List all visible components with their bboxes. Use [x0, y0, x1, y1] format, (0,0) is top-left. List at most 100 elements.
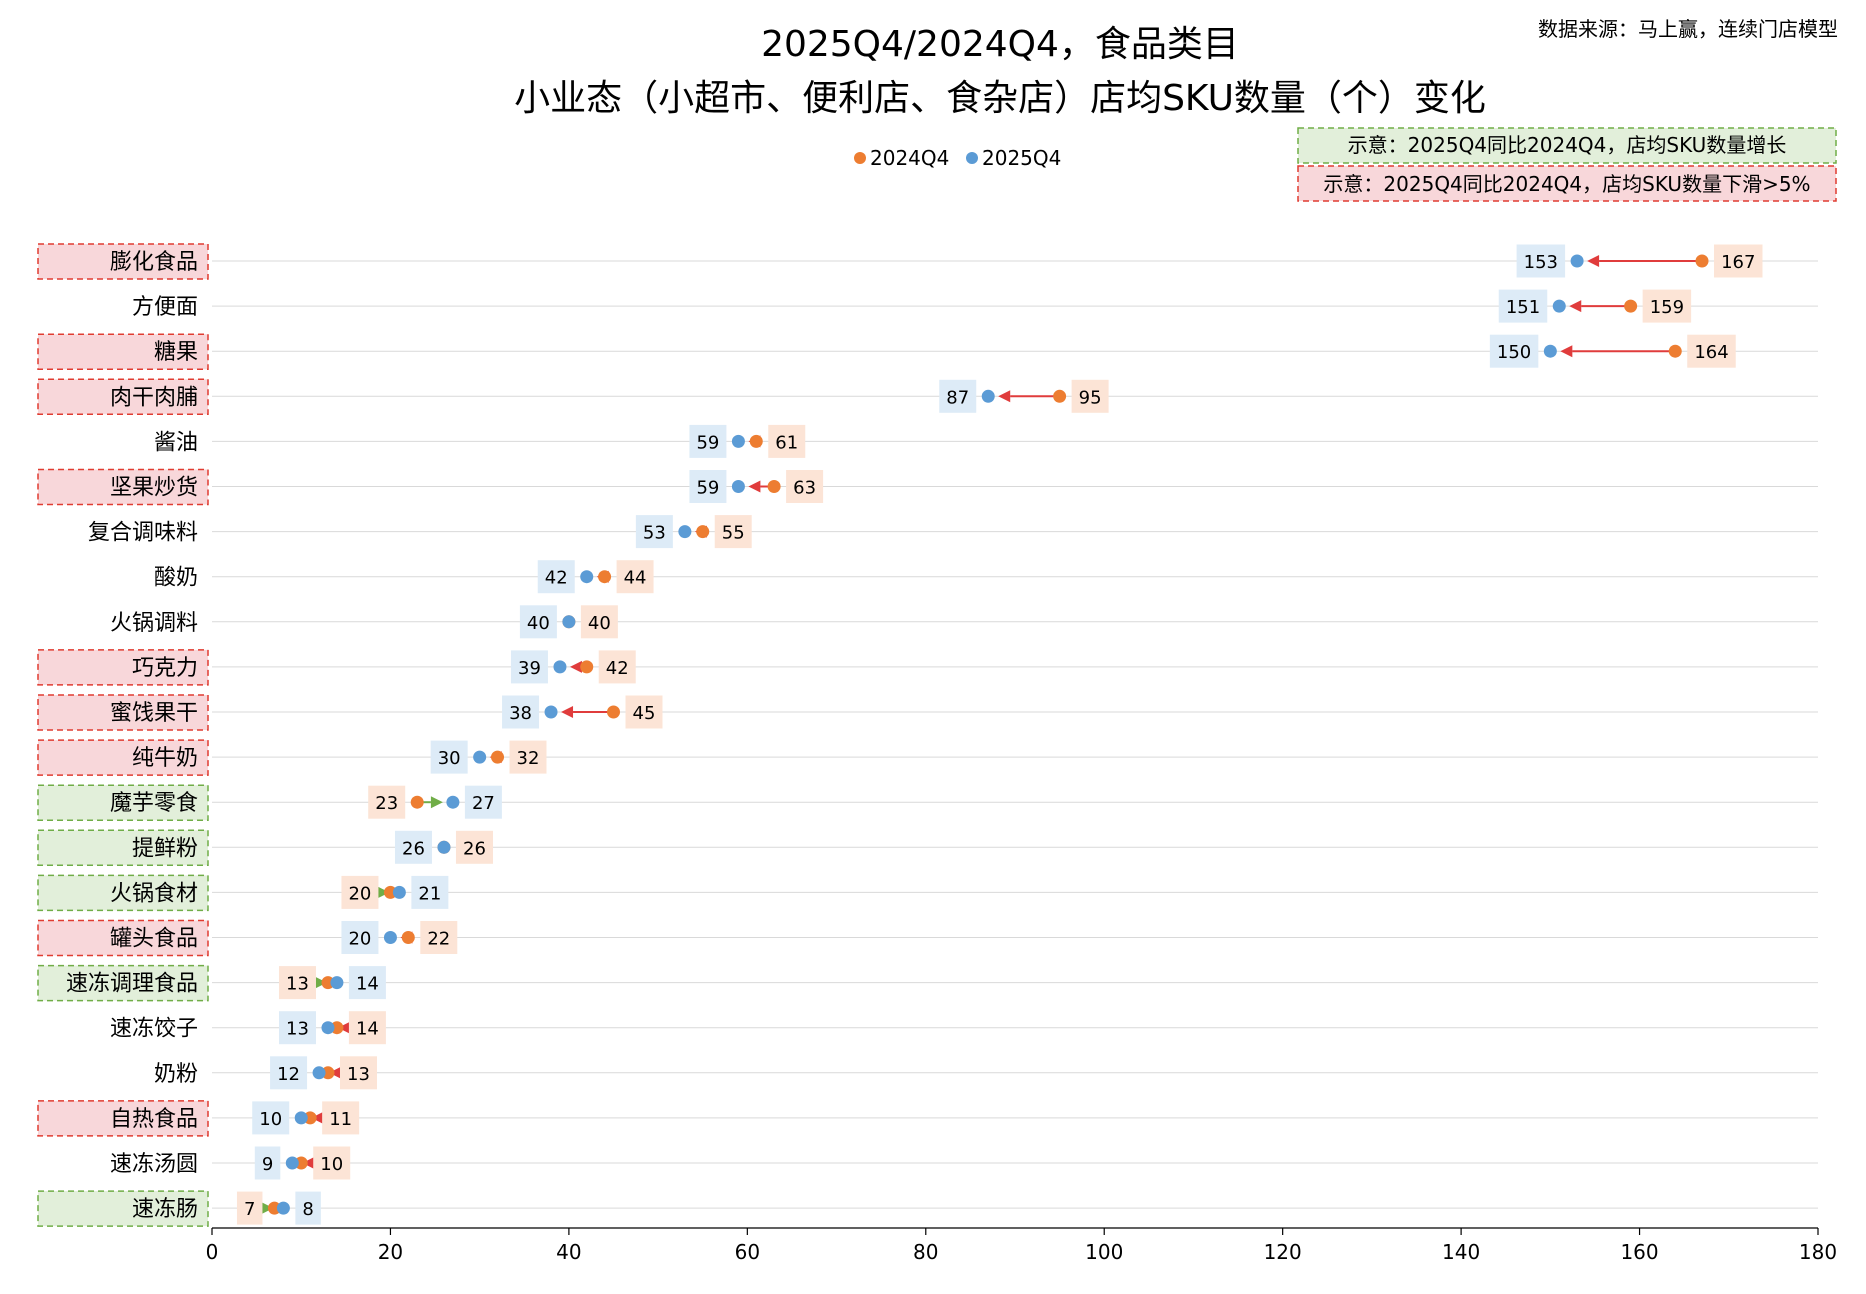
category-row-marks: 151 159: [1498, 289, 1692, 323]
point-2024: [383, 885, 397, 899]
point-2025: [731, 434, 745, 448]
point-2025: [1543, 344, 1557, 358]
value-label-2024: 11: [329, 1109, 352, 1130]
point-2024: [1053, 389, 1067, 403]
value-label-2024: 42: [606, 658, 629, 679]
value-label-2025-box: [411, 875, 449, 909]
value-label-2025-box: [394, 830, 432, 864]
category-label: 速冻汤圆: [110, 1152, 198, 1177]
value-label-2025: 53: [643, 523, 666, 544]
category-row-marks: 20 22: [341, 921, 458, 954]
category-label: 坚果炒货: [110, 476, 198, 501]
change-arrow-head: [748, 480, 761, 493]
category-status-box: [37, 919, 209, 957]
point-2025: [446, 795, 460, 809]
change-arrow-head: [314, 976, 327, 989]
x-tick-label: 160: [1620, 1240, 1658, 1264]
category-label: 提鲜粉: [132, 836, 198, 861]
value-label-2025-box: [635, 515, 673, 549]
value-label-2024-box: [339, 1056, 377, 1090]
point-2024: [330, 1021, 344, 1035]
value-label-2024-box: [1071, 379, 1109, 413]
category-labels: 膨化食品方便面糖果肉干肉脯酱油坚果炒货复合调味料酸奶火锅调料巧克力蜜饯果干纯牛奶…: [37, 243, 209, 1227]
point-2024: [491, 750, 505, 764]
value-label-2025-box: [537, 560, 575, 594]
value-label-2025-box: [430, 740, 468, 774]
change-arrow-head: [329, 1066, 342, 1079]
legend-2024-marker: [854, 152, 866, 164]
category-label-group: 火锅调料: [110, 611, 198, 636]
category-label-group: 复合调味料: [88, 521, 198, 546]
point-2025: [285, 1156, 299, 1170]
value-label-2025-box: [1489, 334, 1539, 368]
value-label-2024-box: [420, 921, 458, 954]
value-label-2025: 153: [1524, 252, 1558, 273]
value-label-2024: 14: [356, 1019, 379, 1040]
point-2025: [678, 525, 692, 539]
category-row-marks: 20 21: [341, 875, 449, 909]
value-label-2024-box: [598, 650, 636, 684]
legend-note-decrease-text: 示意：2025Q4同比2024Q4，店均SKU数量下滑>5%: [1323, 172, 1810, 196]
change-arrow-head: [377, 886, 390, 899]
value-label-2025-box: [1498, 289, 1548, 323]
value-label-2024-box: [714, 515, 752, 549]
category-status-box: [37, 378, 209, 416]
point-2024: [767, 480, 781, 493]
category-row-marks: 39 42: [510, 650, 636, 684]
value-label-2025-box: [1516, 244, 1566, 278]
category-row-marks: 40 40: [519, 605, 618, 639]
value-label-2025-box: [341, 921, 379, 954]
value-label-2025: 12: [277, 1064, 300, 1085]
value-label-2024: 22: [427, 929, 450, 950]
value-label-2025-box: [464, 785, 502, 819]
category-status-box: [37, 243, 209, 280]
point-2024: [294, 1156, 308, 1170]
legend-2024-label: 2024Q4: [870, 146, 949, 170]
category-label: 糖果: [154, 340, 198, 365]
point-2025: [544, 705, 558, 719]
point-2024: [321, 1066, 335, 1080]
category-row-marks: 23 27: [368, 785, 502, 819]
value-label-2025: 10: [259, 1109, 282, 1130]
point-2024: [410, 795, 424, 809]
category-label-group: 提鲜粉: [37, 829, 209, 867]
value-label-2024-box: [1642, 289, 1692, 323]
value-label-2024-box: [625, 695, 663, 729]
legend-note-increase-text: 示意：2025Q4同比2024Q4，店均SKU数量增长: [1348, 133, 1787, 157]
category-label-group: 罐头食品: [37, 919, 209, 957]
value-label-2025: 21: [418, 883, 441, 904]
category-label-group: 蜜饯果干: [37, 694, 209, 731]
point-2025: [580, 570, 594, 584]
value-label-2024-box: [368, 785, 406, 819]
category-label-group: 纯牛奶: [37, 739, 209, 776]
category-row-marks: 38 45: [502, 695, 663, 729]
value-label-2025-box: [510, 650, 548, 684]
value-label-2024: 13: [347, 1064, 370, 1085]
category-label: 罐头食品: [110, 927, 198, 952]
value-label-2025-box: [939, 379, 977, 413]
point-2025: [1570, 254, 1584, 268]
value-label-2024: 44: [624, 568, 647, 589]
value-label-2025: 40: [527, 613, 550, 634]
category-label-group: 酸奶: [154, 566, 198, 591]
value-label-2025-box: [502, 695, 540, 729]
value-label-2024: 55: [722, 523, 745, 544]
point-2024: [267, 1201, 281, 1215]
category-label: 自热食品: [110, 1107, 198, 1132]
value-label-2024: 40: [588, 613, 611, 634]
category-status-box: [37, 468, 209, 506]
category-label: 酱油: [154, 430, 198, 455]
point-2025: [981, 389, 995, 403]
value-label-2024-box: [768, 424, 806, 458]
x-tick-label: 80: [913, 1240, 938, 1264]
value-label-2024-box: [313, 1146, 351, 1180]
point-2024: [580, 660, 594, 674]
point-2024: [607, 705, 620, 719]
point-2025: [321, 1021, 335, 1035]
category-row-marks: 59 63: [689, 470, 824, 503]
value-label-2025: 14: [356, 974, 379, 995]
value-label-2024: 7: [244, 1199, 255, 1220]
value-label-2025-box: [252, 1101, 290, 1135]
chart-title-line1: 2025Q4/2024Q4，食品类目: [761, 24, 1239, 65]
